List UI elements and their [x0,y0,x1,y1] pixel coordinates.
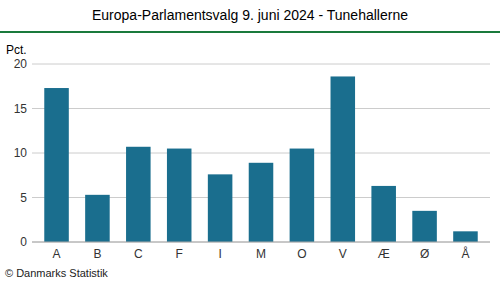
page-body: {"chart_data": {"type": "bar", "title": … [0,0,500,282]
page: Chart html, body { margin: 0; padding: 0… [0,0,500,282]
bar [85,195,110,242]
x-tick-label: Å [461,246,469,261]
x-tick-label: C [134,247,143,261]
y-tick-label: 5 [20,191,27,205]
bar [126,147,151,242]
bar [331,76,356,242]
y-tick-label: 0 [20,235,27,249]
x-tick-label: Æ [378,247,390,261]
bar [453,231,478,242]
bars [44,76,477,242]
bar [412,211,437,242]
bar [208,174,233,242]
x-tick-label: B [93,247,101,261]
bar [44,88,69,242]
x-axis-line [32,242,490,243]
x-tick-label: I [218,247,221,261]
title-rule [0,31,500,33]
x-tick-label: M [256,247,266,261]
title: Europa-Parlamentsvalg 9. juni 2024 - Tun… [92,7,408,23]
bar [167,149,192,242]
grid-line [32,242,490,243]
x-tick-label: Ø [420,247,429,261]
y-tick-label: 20 [14,57,28,71]
grid-line [32,64,490,65]
chart-svg: Europa-Parlamentsvalg 9. juni 2024 - Tun… [0,0,500,282]
grid-line [32,108,490,109]
y-tick-label: 10 [14,146,28,160]
footer: © Danmarks Statistik [5,267,108,279]
bar [249,163,274,242]
x-tick-label: V [339,247,347,261]
grid-line [32,153,490,154]
y-tick-label: 15 [14,102,28,116]
bar [290,149,315,242]
x-tick-label: O [297,247,306,261]
background [0,0,500,282]
x-tick-label: A [53,247,61,261]
chart-container: Europa-Parlamentsvalg 9. juni 2024 - Tun… [0,0,500,282]
y-axis-label: Pct. [6,43,27,57]
grid [32,64,490,242]
bar [371,186,396,242]
x-tick-label: F [176,247,183,261]
